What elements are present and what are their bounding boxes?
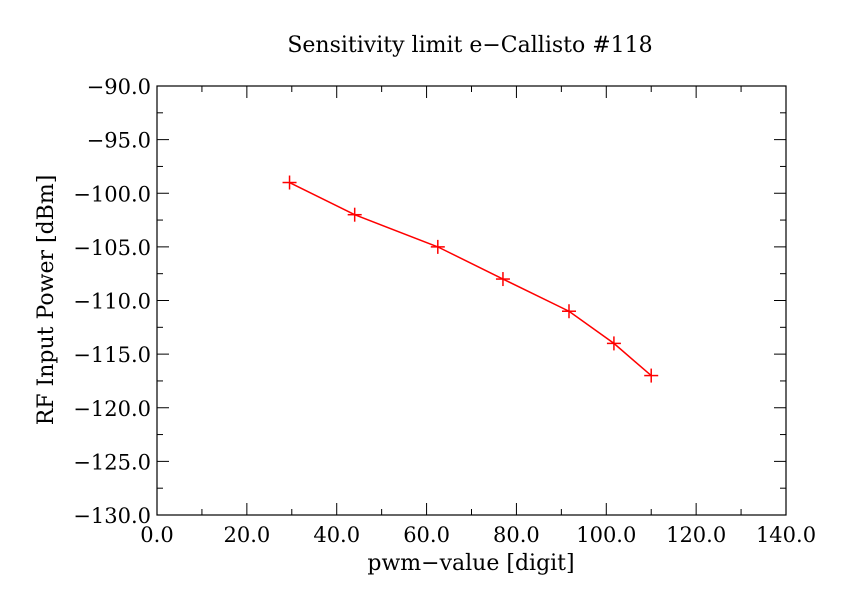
y-tick-labels: −90.0 −95.0 −100.0 −105.0 −110.0 −115.0 −120.0… — [73, 75, 151, 528]
data-point-marker — [644, 368, 659, 383]
x-tick-label: 40.0 — [313, 523, 360, 547]
data-point-marker — [561, 304, 576, 319]
data-point-marker — [347, 207, 362, 222]
series-group — [282, 175, 659, 383]
x-tick-label: 100.0 — [576, 523, 636, 547]
data-point-marker — [430, 239, 445, 254]
y-tick-label: −105.0 — [73, 236, 151, 260]
plot-frame — [156, 85, 787, 516]
x-tick-label: 0.0 — [140, 523, 173, 547]
y-axis-label: RF Input Power [dBm] — [34, 175, 59, 426]
y-tick-label: −90.0 — [87, 75, 151, 99]
chart-title: Sensitivity limit e−Callisto #118 — [287, 33, 652, 58]
x-axis-label: pwm−value [digit] — [367, 551, 574, 576]
data-point-marker — [282, 175, 297, 190]
x-tick-label: 20.0 — [223, 523, 270, 547]
x-tick-label: 140.0 — [756, 523, 816, 547]
x-tick-labels: 0.0 20.0 40.0 60.0 80.0 100.0 120.0 140.0 — [140, 523, 816, 547]
x-tick-label: 60.0 — [403, 523, 450, 547]
y-tick-label: −95.0 — [87, 129, 151, 153]
x-tick-label: 80.0 — [493, 523, 540, 547]
y-tick-label: −120.0 — [73, 397, 151, 421]
data-point-marker — [495, 272, 510, 287]
y-tick-label: −115.0 — [73, 343, 151, 367]
x-tick-label: 120.0 — [666, 523, 726, 547]
y-tick-label: −110.0 — [73, 290, 151, 314]
y-tick-label: −130.0 — [73, 504, 151, 528]
axis-ticks — [156, 85, 787, 516]
series-line — [289, 181, 652, 377]
y-tick-label: −125.0 — [73, 450, 151, 474]
y-tick-label: −100.0 — [73, 182, 151, 206]
data-point-marker — [606, 336, 621, 351]
